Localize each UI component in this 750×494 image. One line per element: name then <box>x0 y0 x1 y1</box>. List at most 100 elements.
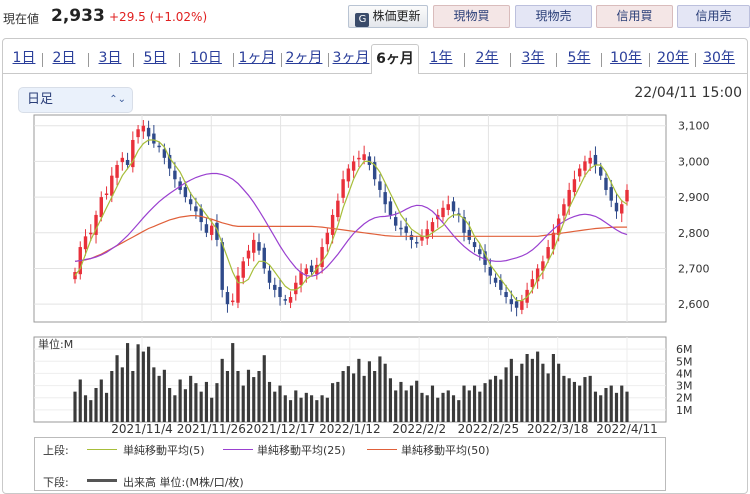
candle-body <box>451 201 456 212</box>
candle-body <box>583 161 587 171</box>
candle-body <box>378 181 382 190</box>
volume-bar <box>588 375 592 422</box>
volume-bar <box>288 400 293 422</box>
volume-bar <box>199 391 203 422</box>
volume-bar <box>78 379 82 422</box>
refresh-icon: G <box>355 13 370 27</box>
volume-bar <box>604 388 608 422</box>
candle-body <box>136 129 140 138</box>
candle-body <box>83 236 88 250</box>
candle-body <box>588 157 592 164</box>
volume-bar <box>294 390 298 422</box>
legend-volume: 出来高 単位:(M株/口/枚) <box>123 476 244 489</box>
ma50-line <box>74 215 627 262</box>
volume-bar <box>567 378 571 422</box>
interval-value: 日足 <box>27 92 54 107</box>
cash-buy-button[interactable]: 現物買 <box>433 5 510 28</box>
candle-body <box>283 299 287 301</box>
tab-1d[interactable]: 1日 <box>12 50 36 66</box>
price-label: 現在値 <box>3 12 40 26</box>
candle-body <box>288 297 293 303</box>
tab-1m[interactable]: 1ヶ月 <box>238 50 276 66</box>
candle-body <box>383 192 387 205</box>
volume-axis-tick-label: 5M <box>676 355 693 368</box>
period-tabs: 1日 2日 3日 5日 10日 1ヶ月 2ヶ月 3ヶ月 6ヶ月 1年 2年 3年… <box>6 44 748 74</box>
volume-bar <box>115 355 119 422</box>
margin-sell-button[interactable]: 信用売 <box>677 5 750 28</box>
price-axis-tick-label: 3,100 <box>678 120 710 133</box>
interval-select[interactable]: 日足 ⌃⌄ <box>18 87 133 113</box>
volume-bar <box>320 395 324 422</box>
volume-bar <box>509 358 513 422</box>
candle-body <box>504 292 508 298</box>
volume-bar <box>241 385 245 422</box>
candle-body <box>625 189 629 202</box>
margin-buy-button[interactable]: 信用買 <box>596 5 673 28</box>
tab-3m[interactable]: 3ヶ月 <box>332 50 370 66</box>
volume-bar <box>125 343 130 422</box>
volume-bar <box>530 358 534 422</box>
tab-5y[interactable]: 5年 <box>567 50 591 66</box>
candle-body <box>273 284 277 290</box>
volume-bar <box>504 367 508 422</box>
refresh-price-button[interactable]: G 株価更新 <box>348 5 428 28</box>
candle-body <box>462 217 466 233</box>
tab-3y[interactable]: 3年 <box>521 50 545 66</box>
tab-2m[interactable]: 2ヶ月 <box>285 50 323 66</box>
tab-2d[interactable]: 2日 <box>52 50 76 66</box>
legend-ma25: 単純移動平均(25) <box>257 444 346 457</box>
candle-body <box>551 232 556 250</box>
volume-bar <box>341 371 345 422</box>
volume-bar <box>578 385 582 422</box>
candle-body <box>194 206 198 212</box>
candle-body <box>231 300 235 303</box>
candle-body <box>430 222 435 232</box>
candle-body <box>567 189 571 207</box>
tab-5d[interactable]: 5日 <box>143 50 167 66</box>
volume-bar <box>141 351 145 422</box>
tab-10y[interactable]: 10年 <box>610 50 642 66</box>
tab-3d[interactable]: 3日 <box>98 50 122 66</box>
candle-body <box>546 247 550 259</box>
candle-body <box>225 292 230 305</box>
volume-bar <box>83 395 88 422</box>
tab-10d[interactable]: 10日 <box>190 50 222 66</box>
candle-body <box>441 207 445 218</box>
candle-body <box>131 139 135 168</box>
candle-body <box>99 197 103 218</box>
candle-body <box>367 156 372 165</box>
cash-sell-button[interactable]: 現物売 <box>515 5 592 28</box>
volume-bar <box>488 379 492 422</box>
volume-bar <box>425 395 429 422</box>
volume-bar <box>147 346 151 422</box>
candle-body <box>604 177 608 190</box>
candle-body <box>572 179 577 193</box>
x-axis-tick-label: 2022/3/18 <box>527 422 589 436</box>
candle-body <box>562 204 566 216</box>
volume-bar <box>183 389 187 422</box>
candle-body <box>541 261 545 271</box>
tab-6m[interactable]: 6ヶ月 <box>371 44 419 74</box>
candle-body <box>120 157 125 163</box>
volume-bar <box>562 375 566 422</box>
volume-bar <box>388 378 393 422</box>
tab-30y[interactable]: 30年 <box>703 50 735 66</box>
volume-bar <box>131 371 135 422</box>
candle-body <box>520 300 524 310</box>
x-axis-tick-label: 2022/4/11 <box>596 422 658 436</box>
chart-legend: 上段: 単純移動平均(5) 単純移動平均(25) 単純移動平均(50) 下段: … <box>34 437 666 491</box>
tab-1y[interactable]: 1年 <box>429 50 453 66</box>
volume-bar <box>625 391 629 422</box>
volume-bar <box>99 379 103 422</box>
x-axis-tick-label: 2022/2/25 <box>458 422 520 436</box>
x-axis-tick-label: 2022/1/12 <box>319 422 381 436</box>
tab-2y[interactable]: 2年 <box>475 50 499 66</box>
volume-bar <box>94 388 98 422</box>
volume-bar <box>367 361 371 422</box>
tab-20y[interactable]: 20年 <box>657 50 689 66</box>
candle-body <box>73 272 77 280</box>
candle-body <box>252 239 256 253</box>
volume-bar <box>614 392 619 422</box>
candle-body <box>415 242 419 244</box>
